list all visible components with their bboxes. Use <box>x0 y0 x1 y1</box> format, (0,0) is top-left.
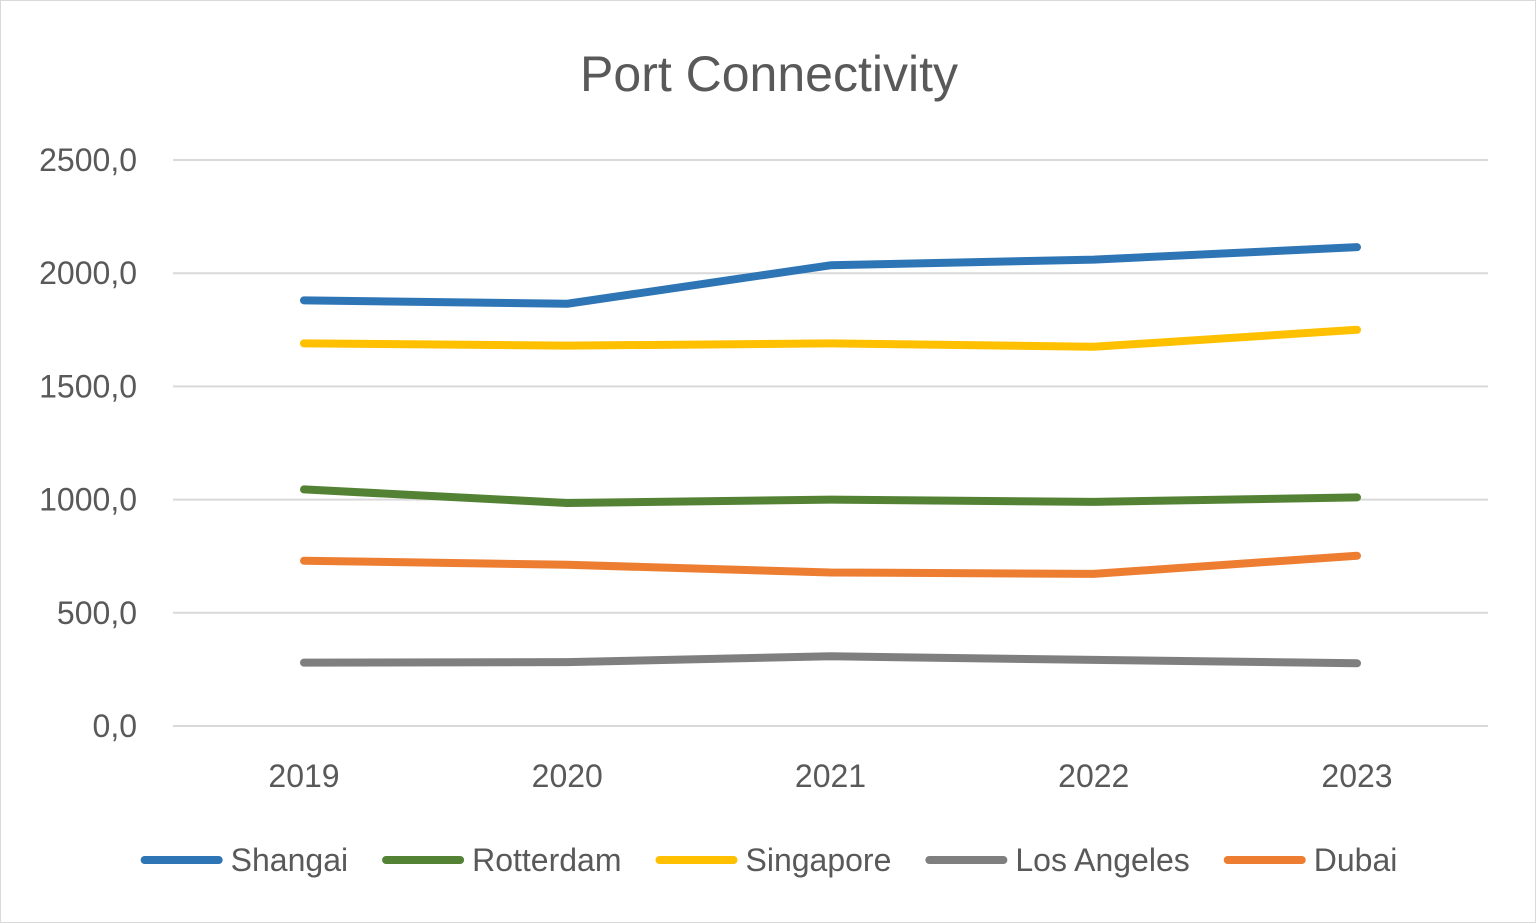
x-axis-tick-labels: 2019 2020 2021 2022 2023 <box>268 758 1392 794</box>
chart-title: Port Connectivity <box>580 46 958 102</box>
series-line-los-angeles <box>300 652 1361 668</box>
legend-label-shangai: Shangai <box>231 842 348 878</box>
legend-item-shangai: Shangai <box>140 842 348 878</box>
series-line-rotterdam <box>300 485 1361 507</box>
legend-label-dubai: Dubai <box>1314 842 1398 878</box>
legend-label-singapore: Singapore <box>745 842 891 878</box>
y-tick-label: 500,0 <box>57 595 137 631</box>
y-tick-label: 2500,0 <box>39 142 137 178</box>
legend-label-los-angeles: Los Angeles <box>1015 842 1189 878</box>
y-axis-tick-labels: 0,0 500,0 1000,0 1500,0 2000,0 2500,0 <box>39 142 137 744</box>
x-tick-label-2019: 2019 <box>268 758 339 794</box>
y-tick-label: 0,0 <box>93 708 137 744</box>
series-line-dubai <box>300 551 1361 578</box>
y-tick-label: 2000,0 <box>39 255 137 291</box>
legend-item-singapore: Singapore <box>655 842 891 878</box>
series-line-shangai <box>300 243 1361 308</box>
legend-item-los-angeles: Los Angeles <box>925 842 1190 878</box>
legend-item-dubai: Dubai <box>1223 842 1398 878</box>
y-tick-label: 1000,0 <box>39 482 137 518</box>
gridlines <box>173 159 1488 727</box>
x-tick-label-2021: 2021 <box>795 758 866 794</box>
legend: Shangai Rotterdam Singapore Los Angeles Duba… <box>140 842 1398 878</box>
y-tick-label: 1500,0 <box>39 368 137 404</box>
legend-item-rotterdam: Rotterdam <box>382 842 621 878</box>
x-tick-label-2020: 2020 <box>532 758 603 794</box>
series-lines <box>300 243 1361 668</box>
series-line-singapore <box>300 325 1361 351</box>
legend-label-rotterdam: Rotterdam <box>472 842 621 878</box>
x-tick-label-2022: 2022 <box>1058 758 1129 794</box>
x-tick-label-2023: 2023 <box>1321 758 1392 794</box>
